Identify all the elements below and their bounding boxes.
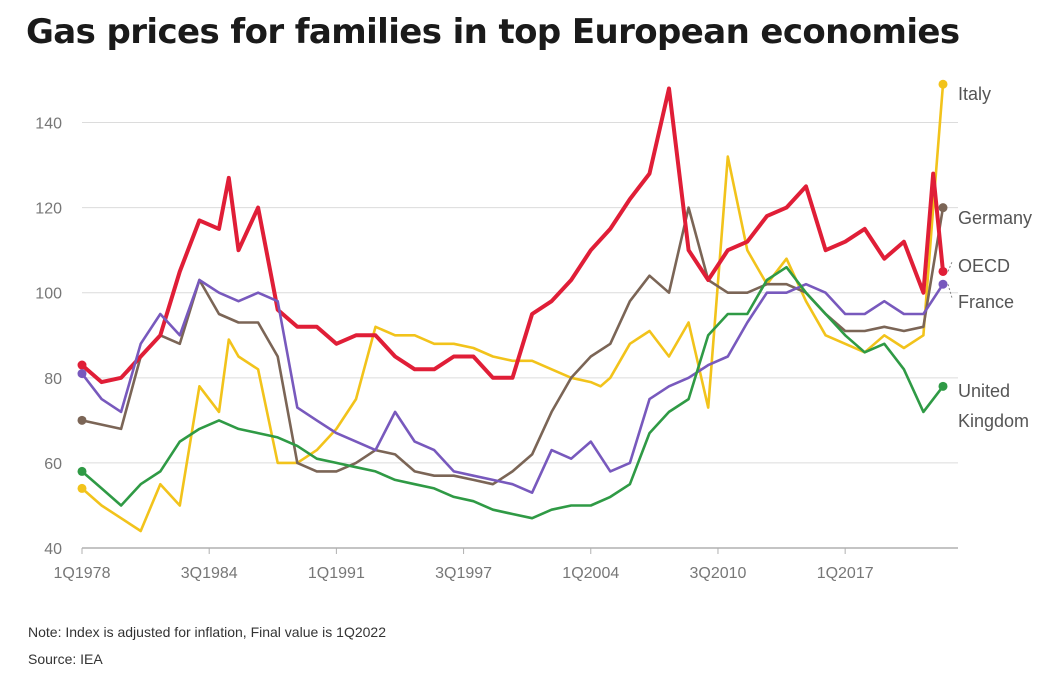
- series-start-marker: [77, 369, 87, 379]
- series-label-united-kingdom: United Kingdom: [958, 381, 1029, 431]
- chart-title: Gas prices for families in top European …: [26, 12, 960, 52]
- y-tick-label: 40: [44, 541, 62, 558]
- series-start-marker: [77, 466, 87, 476]
- series-end-marker: [938, 279, 948, 289]
- x-tick-label: 3Q2010: [689, 565, 746, 582]
- series-label-oecd: OECD: [958, 256, 1010, 276]
- x-tick-label: 1Q1991: [308, 565, 365, 582]
- series-line-oecd: [80, 86, 945, 385]
- series-end-labels: Italy Germany OECD France United Kingdom: [947, 84, 1032, 431]
- y-tick-label: 140: [35, 116, 62, 133]
- series-line-france: [80, 278, 945, 494]
- series-start-marker: [77, 360, 87, 370]
- series-start-marker: [77, 483, 87, 493]
- series-lines: [77, 79, 948, 533]
- y-tick-label: 80: [44, 371, 62, 388]
- y-tick-label: 100: [35, 286, 62, 303]
- x-tick-label: 1Q2004: [562, 565, 619, 582]
- y-tick-label: 60: [44, 456, 62, 473]
- series-line-italy: [80, 83, 945, 533]
- label-leader: [947, 261, 953, 272]
- y-axis-ticks: 40 60 80 100 120 140: [35, 116, 62, 558]
- gridlines: [82, 122, 958, 549]
- x-tick-label: 3Q1997: [435, 565, 492, 582]
- x-tick-label: 3Q1984: [181, 565, 238, 582]
- x-tick-label: 1Q2017: [817, 565, 874, 582]
- series-end-marker: [938, 266, 948, 276]
- series-end-marker: [938, 79, 948, 89]
- y-tick-label: 120: [35, 201, 62, 218]
- series-end-marker: [938, 203, 948, 213]
- series-label-france: France: [958, 292, 1014, 312]
- series-label-italy: Italy: [958, 84, 991, 104]
- x-axis-ticks: 1Q1978 3Q1984 1Q1991 3Q1997 1Q2004 3Q2010 1Q20…: [54, 548, 874, 582]
- x-tick-label: 1Q1978: [54, 565, 111, 582]
- series-start-marker: [77, 415, 87, 425]
- chart-source: Source: IEA: [28, 651, 103, 667]
- series-end-marker: [938, 381, 948, 391]
- line-chart: 40 60 80 100 120 140 1Q1978 3Q1984 1Q1991 3Q1997…: [35, 79, 1032, 582]
- label-leader: [947, 284, 953, 299]
- chart-note: Note: Index is adjusted for inflation, F…: [28, 624, 386, 640]
- series-line-united-kingdom: [80, 265, 945, 520]
- series-line-germany: [80, 206, 945, 486]
- series-label-germany: Germany: [958, 208, 1032, 228]
